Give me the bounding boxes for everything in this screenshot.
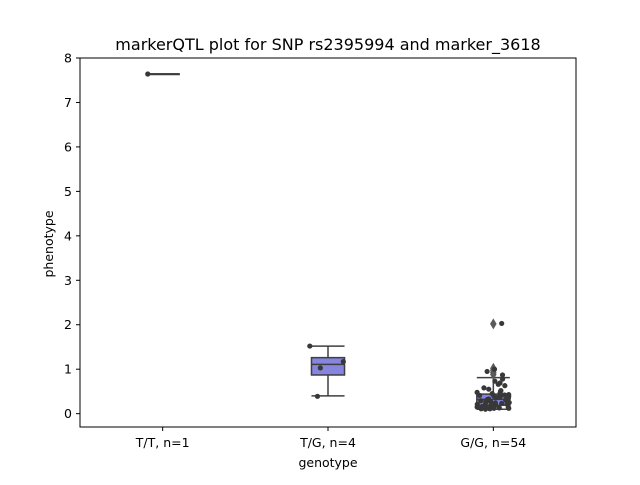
data-point: [496, 405, 502, 411]
y-tick-label: 6: [64, 139, 72, 154]
y-axis-label: phenotype: [41, 210, 56, 277]
plot-area: [145, 71, 512, 412]
data-point: [340, 359, 346, 365]
data-point: [493, 395, 499, 401]
point-group: [145, 71, 151, 77]
y-tick-label: 2: [64, 317, 72, 332]
data-point: [307, 343, 313, 349]
data-point: [481, 385, 487, 391]
y-tick-label: 0: [64, 406, 72, 421]
data-point: [500, 376, 506, 382]
y-tick-label: 7: [64, 95, 72, 110]
data-point: [495, 381, 501, 387]
x-axis-label: genotype: [298, 455, 357, 470]
data-point: [502, 383, 508, 389]
data-point: [491, 405, 497, 411]
data-point: [491, 366, 498, 372]
y-tick-label: 1: [64, 362, 72, 377]
data-point: [314, 393, 321, 399]
outlier-marker: [490, 318, 497, 330]
data-point: [484, 368, 490, 375]
data-point: [486, 386, 492, 392]
data-point: [499, 400, 505, 407]
data-point: [145, 71, 151, 77]
data-point: [487, 406, 493, 412]
data-point: [317, 365, 323, 371]
axes: 0 1 2 3 4 5 6 7 8 T/T, n=1 T/G, n=4 G/G, n=54: [64, 51, 526, 451]
point-group: [474, 320, 512, 412]
x-tick-label: G/G, n=54: [460, 435, 526, 450]
box-group: [310, 345, 346, 397]
y-tick-label: 3: [64, 273, 72, 288]
data-point: [474, 404, 480, 410]
data-point: [488, 399, 494, 405]
y-tick-label: 5: [64, 184, 72, 199]
data-point: [478, 398, 484, 404]
box-group: [145, 73, 180, 76]
data-point: [506, 405, 512, 411]
chart-title: markerQTL plot for SNP rs2395994 and mar…: [115, 35, 540, 55]
y-tick-label: 4: [64, 228, 72, 243]
data-point: [501, 392, 508, 398]
data-point: [478, 406, 484, 412]
x-tick-label: T/G, n=4: [299, 435, 356, 450]
box-body: [310, 356, 346, 376]
x-tick-label: T/T, n=1: [135, 435, 190, 450]
data-point: [482, 406, 489, 412]
data-point: [492, 378, 498, 384]
data-point: [499, 372, 506, 378]
data-point: [502, 397, 509, 403]
y-tick-label: 8: [64, 51, 72, 66]
data-point: [477, 392, 483, 399]
point-group: [307, 343, 346, 399]
data-point: [499, 320, 505, 327]
